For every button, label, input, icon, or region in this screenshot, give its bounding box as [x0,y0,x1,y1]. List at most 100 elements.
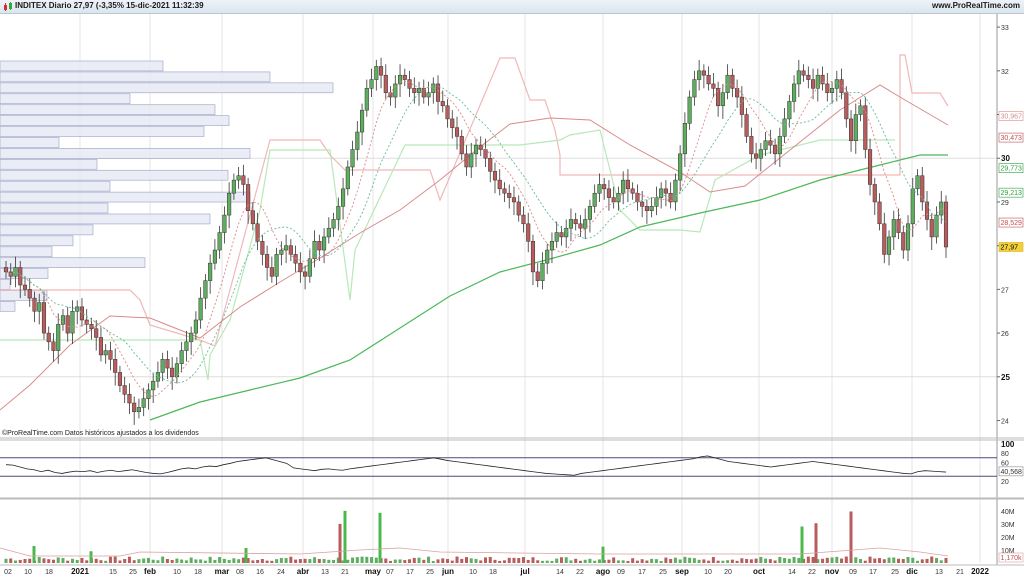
candle-down[interactable] [260,241,265,255]
candle-down[interactable] [317,241,322,251]
candle-up[interactable] [331,219,336,229]
candle-down[interactable] [730,74,735,89]
candle-down[interactable] [872,184,877,203]
candle-down[interactable] [250,210,255,225]
candle-up[interactable] [777,136,782,155]
candle-down[interactable] [644,206,649,211]
candle-up[interactable] [56,324,61,351]
candle-down[interactable] [768,140,773,146]
candle-down[interactable] [559,232,564,238]
candle-up[interactable] [60,315,66,325]
candle-down[interactable] [303,271,308,277]
candle-down[interactable] [32,297,37,312]
candle-up[interactable] [37,302,42,312]
candle-down[interactable] [3,267,9,273]
candle-up[interactable] [179,350,184,364]
candle-up[interactable] [231,179,236,194]
candle-up[interactable] [915,175,920,190]
candle-up[interactable] [184,341,189,351]
candle-down[interactable] [526,223,531,242]
candle-down[interactable] [735,88,740,98]
candle-down[interactable] [483,149,488,159]
candle-down[interactable] [896,219,901,233]
candle-down[interactable] [839,79,844,93]
candle-down[interactable] [117,372,122,386]
candle-down[interactable] [929,219,934,238]
candle-down[interactable] [265,254,270,268]
candle-up[interactable] [160,359,165,373]
candle-down[interactable] [94,328,99,338]
candle-down[interactable] [132,402,137,413]
candle-up[interactable] [312,241,317,260]
candle-up[interactable] [792,83,797,102]
candle-down[interactable] [511,197,517,203]
candle-down[interactable] [507,192,512,198]
candle-down[interactable] [820,74,825,85]
candle-up[interactable] [540,262,545,281]
candle-up[interactable] [758,149,763,159]
candle-up[interactable] [473,144,479,155]
candle-down[interactable] [716,88,721,107]
candle-down[interactable] [27,289,32,299]
candle-down[interactable] [165,359,170,369]
candle-down[interactable] [450,118,455,128]
candle-down[interactable] [844,92,849,120]
candle-down[interactable] [668,192,673,203]
candle-up[interactable] [70,310,75,334]
candle-up[interactable] [687,96,692,124]
candle-up[interactable] [345,166,350,190]
candle-down[interactable] [744,114,749,137]
candle-down[interactable] [739,96,744,115]
candle-down[interactable] [79,306,85,321]
candle-up[interactable] [75,306,80,312]
candle-down[interactable] [602,184,607,190]
candle-up[interactable] [13,267,18,277]
candle-up[interactable] [189,332,194,343]
candle-down[interactable] [435,83,441,102]
candle-up[interactable] [155,372,160,382]
candle-down[interactable] [825,83,830,93]
candle-down[interactable] [625,179,630,190]
candle-down[interactable] [464,153,469,168]
candle-down[interactable] [701,70,706,76]
candle-down[interactable] [46,332,51,343]
candle-down[interactable] [445,105,450,120]
candle-up[interactable] [621,179,626,194]
candle-down[interactable] [65,315,70,334]
candle-down[interactable] [488,157,493,172]
candle-down[interactable] [920,175,925,203]
candle-down[interactable] [502,188,507,194]
candle-up[interactable] [815,74,820,89]
candle-down[interactable] [877,201,882,225]
candle-down[interactable] [440,101,445,107]
candle-down[interactable] [521,214,526,225]
candle-down[interactable] [127,394,132,404]
candle-up[interactable] [939,201,944,216]
candle-up[interactable] [549,241,555,251]
candle-up[interactable] [697,70,702,80]
candle-down[interactable] [497,179,502,190]
candle-up[interactable] [203,280,208,299]
candle-up[interactable] [649,206,654,211]
candle-up[interactable] [858,105,863,115]
candle-down[interactable] [412,88,417,93]
candle-down[interactable] [711,83,716,89]
candle-up[interactable] [393,83,398,98]
candle-up[interactable] [217,232,222,251]
candle-down[interactable] [293,254,298,264]
candle-up[interactable] [910,188,915,225]
candle-up[interactable] [369,79,374,89]
candle-up[interactable] [692,79,697,98]
candle-up[interactable] [592,192,597,207]
candle-down[interactable] [269,267,274,277]
candle-down[interactable] [806,74,811,80]
candle-down[interactable] [51,341,56,351]
candle-down[interactable] [516,201,521,216]
candle-down[interactable] [113,359,118,373]
candle-up[interactable] [136,407,141,413]
candle-up[interactable] [274,254,279,277]
candle-down[interactable] [459,136,464,155]
candle-up[interactable] [364,88,369,111]
candle-up[interactable] [682,123,687,155]
